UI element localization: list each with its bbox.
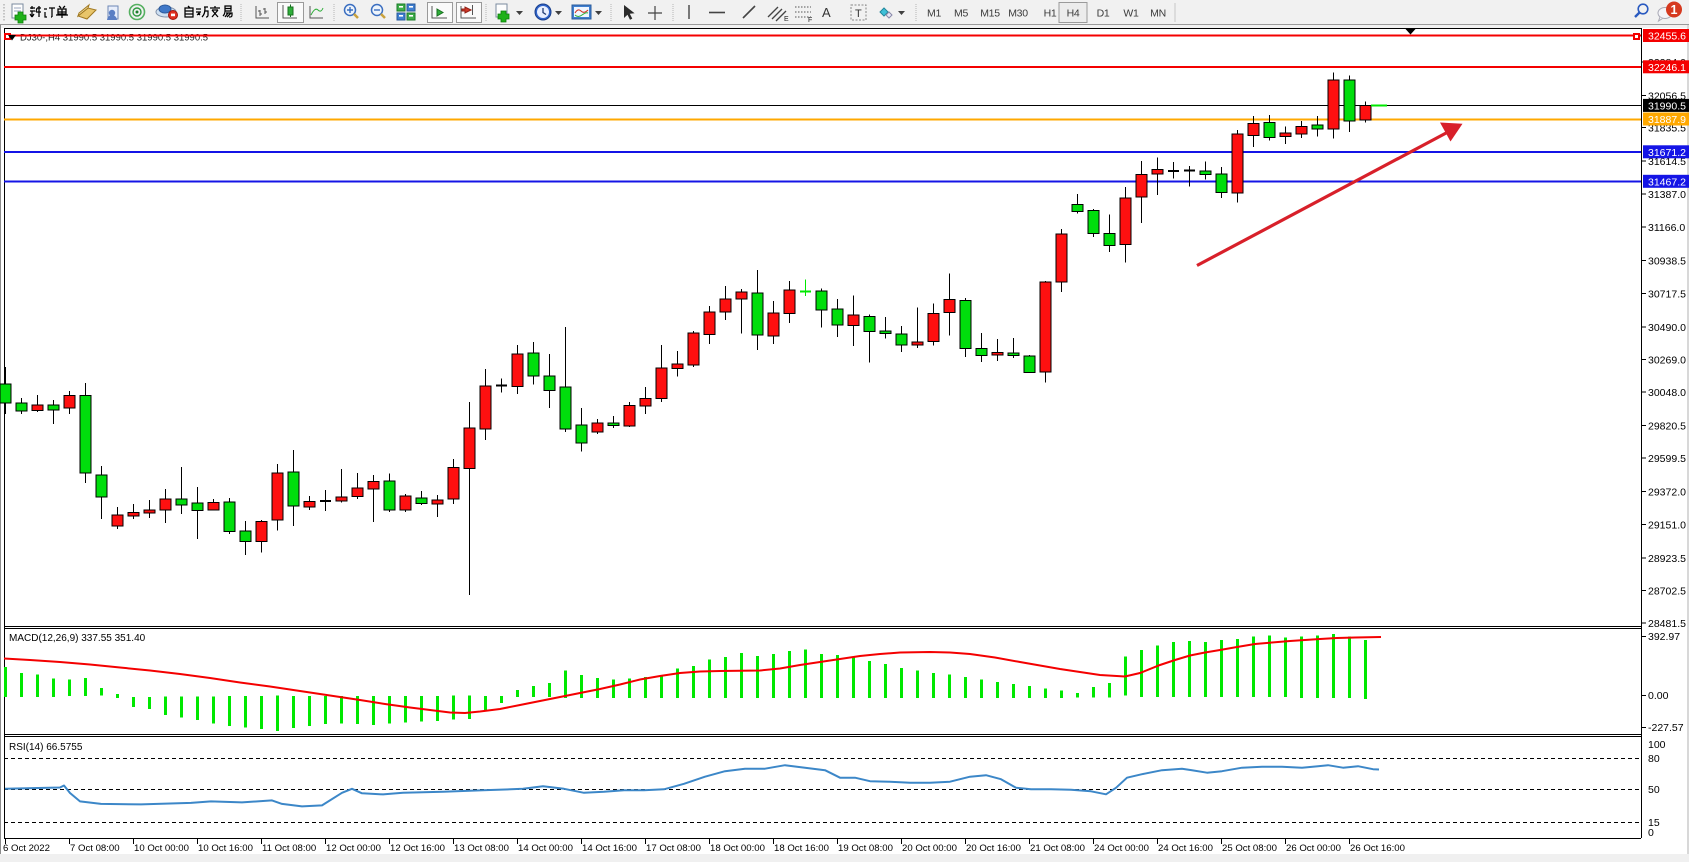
svg-text:29372.0: 29372.0 [1648,487,1686,499]
svg-text:17 Oct 08:00: 17 Oct 08:00 [646,843,701,854]
svg-text:24 Oct 16:00: 24 Oct 16:00 [1158,843,1213,854]
svg-text:15: 15 [1648,817,1660,829]
svg-text:M1: M1 [927,8,941,20]
svg-text:M30: M30 [1008,8,1028,20]
svg-text:F: F [808,17,812,24]
svg-text:14 Oct 00:00: 14 Oct 00:00 [518,843,573,854]
svg-text:13 Oct 08:00: 13 Oct 08:00 [454,843,509,854]
svg-text:31166.0: 31166.0 [1648,222,1685,234]
svg-text:0: 0 [1648,827,1654,839]
svg-text:50: 50 [1648,784,1660,796]
svg-text:19 Oct 08:00: 19 Oct 08:00 [838,843,893,854]
svg-text:25 Oct 08:00: 25 Oct 08:00 [1222,843,1277,854]
svg-text:100: 100 [1648,739,1666,751]
svg-text:M15: M15 [980,8,1000,20]
svg-text:21 Oct 08:00: 21 Oct 08:00 [1030,843,1085,854]
svg-text:28923.5: 28923.5 [1648,553,1686,565]
svg-text:0.00: 0.00 [1648,690,1669,702]
svg-text:14 Oct 16:00: 14 Oct 16:00 [582,843,637,854]
svg-text:80: 80 [1648,753,1660,765]
svg-text:12 Oct 00:00: 12 Oct 00:00 [326,843,381,854]
svg-text:D1: D1 [1097,8,1110,20]
svg-text:30717.5: 30717.5 [1648,289,1686,301]
svg-text:31387.0: 31387.0 [1648,189,1686,201]
svg-text:10 Oct 16:00: 10 Oct 16:00 [198,843,253,854]
svg-text:32455.6: 32455.6 [1648,31,1686,43]
svg-text:6 Oct 2022: 6 Oct 2022 [3,843,50,854]
svg-text:31671.2: 31671.2 [1648,147,1686,159]
svg-text:392.97: 392.97 [1648,631,1680,643]
svg-text:W1: W1 [1123,8,1139,20]
svg-text:12 Oct 16:00: 12 Oct 16:00 [390,843,445,854]
svg-text:29599.5: 29599.5 [1648,453,1686,465]
svg-text:E: E [784,16,789,23]
svg-text:28481.5: 28481.5 [1648,618,1686,630]
svg-text:29151.0: 29151.0 [1648,520,1686,532]
svg-text:MACD(12,26,9) 337.55 351.40: MACD(12,26,9) 337.55 351.40 [9,633,146,644]
svg-text:18 Oct 00:00: 18 Oct 00:00 [710,843,765,854]
svg-text:31467.2: 31467.2 [1648,176,1686,188]
svg-text:DJ30-,H4 31990.5 31990.5 3199: DJ30-,H4 31990.5 31990.5 31990.5 31990.5 [20,33,208,44]
svg-text:24 Oct 00:00: 24 Oct 00:00 [1094,843,1149,854]
svg-text:7 Oct 08:00: 7 Oct 08:00 [70,843,120,854]
svg-text:H4: H4 [1067,8,1080,20]
svg-text:A: A [822,5,831,20]
svg-text:32246.1: 32246.1 [1648,62,1686,74]
svg-text:20 Oct 00:00: 20 Oct 00:00 [902,843,957,854]
svg-text:30269.0: 30269.0 [1648,355,1686,367]
svg-text:30938.5: 30938.5 [1648,256,1686,268]
svg-text:MN: MN [1150,8,1166,20]
svg-text:18 Oct 16:00: 18 Oct 16:00 [774,843,829,854]
svg-text:30048.0: 30048.0 [1648,387,1686,399]
svg-text:26 Oct 16:00: 26 Oct 16:00 [1350,843,1405,854]
svg-text:31887.9: 31887.9 [1648,114,1686,126]
svg-text:-227.57: -227.57 [1648,722,1684,734]
svg-text:28702.5: 28702.5 [1648,586,1686,598]
svg-text:26 Oct 00:00: 26 Oct 00:00 [1286,843,1341,854]
svg-text:30490.0: 30490.0 [1648,322,1686,334]
svg-text:RSI(14) 66.5755: RSI(14) 66.5755 [9,742,83,753]
svg-text:20 Oct 16:00: 20 Oct 16:00 [966,843,1021,854]
svg-text:31990.5: 31990.5 [1648,100,1686,112]
svg-text:11 Oct 08:00: 11 Oct 08:00 [262,843,316,854]
svg-text:31614.5: 31614.5 [1648,156,1686,168]
svg-text:H1: H1 [1044,8,1057,20]
svg-text:T: T [855,8,862,20]
svg-text:10 Oct 00:00: 10 Oct 00:00 [134,843,189,854]
svg-text:29820.5: 29820.5 [1648,421,1686,433]
svg-text:1: 1 [1671,3,1678,17]
svg-text:M5: M5 [954,8,968,20]
